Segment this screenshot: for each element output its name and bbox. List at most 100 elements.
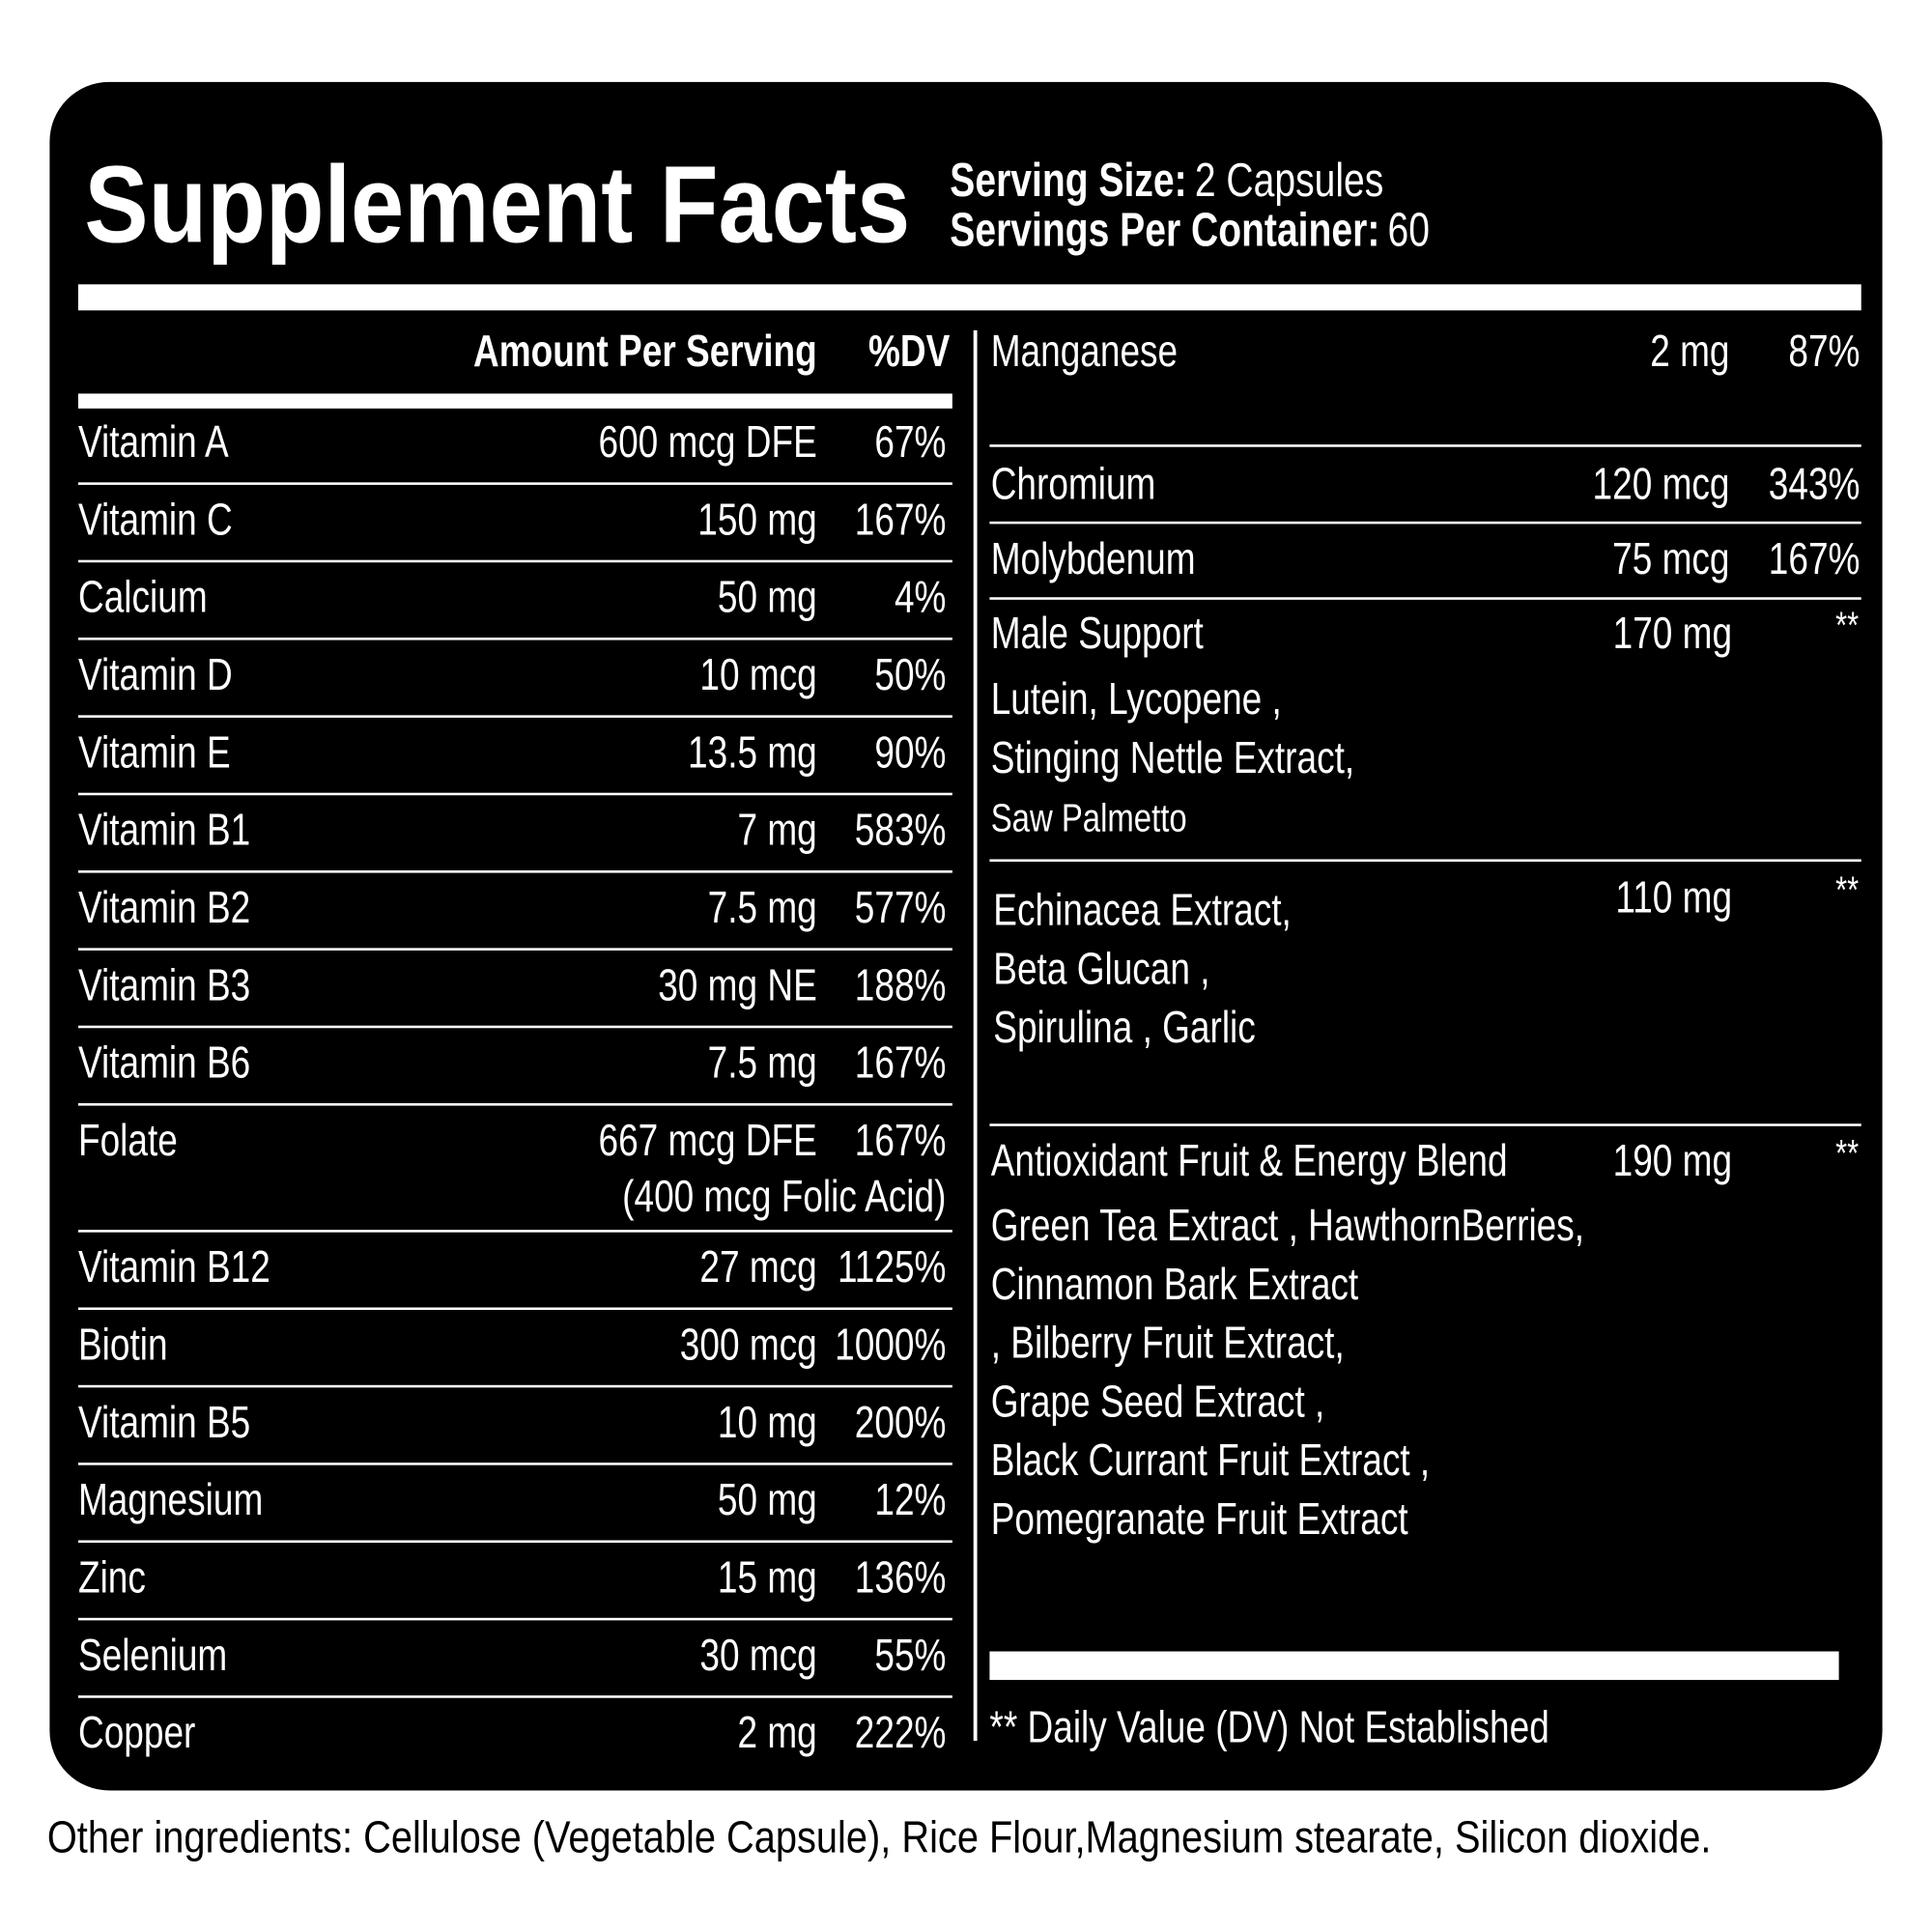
nutrient-name: Biotin [78,1319,168,1369]
footnote: ** Daily Value (DV) Not Established [989,1701,1548,1751]
nutrient-amount: 75 mcg [1612,533,1729,583]
nutrient-amount: 30 mg NE [658,959,817,1009]
column-header: Amount Per Serving [473,326,817,376]
nutrient-dv: 136% [855,1551,947,1602]
nutrient-amount: 10 mg [718,1397,817,1447]
servings-per-container: Servings Per Container: 60 [950,204,1430,256]
nutrient-name: Vitamin B2 [78,882,250,932]
nutrient-dv: 67% [874,416,946,467]
nutrient-amount: 27 mcg [699,1241,816,1292]
nutrient-dv: 4% [895,572,946,622]
blend-dv: ** [1835,869,1859,911]
nutrient-amount: 7.5 mg [708,882,817,932]
nutrient-amount: 667 mcg DFE [599,1115,817,1165]
blend-ingredient: Green Tea Extract , HawthornBerries, [991,1200,1584,1250]
nutrient-dv: 343% [1769,459,1861,509]
row-separator [77,1384,952,1388]
header-bar [77,284,1861,311]
footer-bar [989,1651,1839,1681]
blend-ingredient: Grape Seed Extract , [991,1376,1325,1426]
nutrient-name: Vitamin B1 [78,805,250,855]
nutrient-dv: 90% [874,726,946,777]
nutrient-amount: 600 mcg DFE [599,416,817,467]
nutrient-dv: 222% [855,1707,947,1757]
column-header-bar [77,393,952,409]
nutrient-name: Vitamin C [78,494,233,544]
nutrient-name: Folate [78,1115,178,1165]
nutrient-name: Vitamin A [78,416,229,467]
nutrient-amount: 150 mg [697,494,816,544]
row-separator [77,1103,952,1106]
nutrient-amount: 13.5 mg [688,726,817,777]
blend-ingredient: Black Currant Fruit Extract , [991,1435,1430,1485]
blend-ingredient: Saw Palmetto [991,795,1187,839]
row-separator [77,638,952,640]
row-separator [77,1695,952,1698]
row-separator [77,1025,952,1029]
nutrient-amount: 7 mg [737,805,816,855]
blend-ingredient: Echinacea Extract, [993,885,1292,935]
blend-name: Antioxidant Fruit & Energy Blend [991,1135,1508,1185]
row-separator [77,1307,952,1311]
nutrient-name: Calcium [78,572,208,622]
nutrient-amount: 300 mcg [680,1319,817,1369]
nutrient-amount: 2 mg [737,1707,816,1757]
nutrient-dv: 1000% [835,1319,946,1369]
nutrient-dv: 167% [855,1115,947,1165]
row-separator [77,1463,952,1465]
nutrient-name: Vitamin D [78,649,233,699]
row-separator [77,870,952,873]
column-divider [973,329,978,1742]
other-ingredients: Other ingredients: Cellulose (Vegetable … [47,1813,1712,1862]
row-separator [77,482,952,485]
nutrient-name: Molybdenum [991,533,1196,583]
row-separator [77,1230,952,1233]
nutrient-amount: 120 mcg [1593,459,1730,509]
blend-amount: 170 mg [1613,608,1732,658]
nutrient-dv: 167% [855,494,947,544]
row-separator [77,792,952,796]
nutrient-name: Vitamin B12 [78,1241,270,1292]
blend-dv: ** [1835,605,1859,646]
blend-name: Male Support [991,608,1204,658]
nutrient-dv: 12% [874,1474,946,1524]
nutrient-amount: 15 mg [718,1551,817,1602]
nutrient-dv: 55% [874,1630,946,1680]
nutrient-amount: 7.5 mg [708,1037,817,1088]
nutrient-dv: 87% [1788,326,1860,376]
nutrient-amount: 50 mg [718,572,817,622]
blend-amount: 110 mg [1615,872,1732,923]
nutrient-name: Vitamin B3 [78,959,250,1009]
nutrient-dv: 583% [855,805,947,855]
nutrient-name: Manganese [991,326,1178,376]
serving-size-value: 2 Capsules [1195,155,1383,207]
blend-ingredient: , Bilberry Fruit Extract, [991,1318,1345,1368]
blend-ingredient: Beta Glucan , [993,943,1209,993]
nutrient-name: Selenium [78,1630,227,1680]
row-separator [77,1540,952,1544]
blend-ingredient: Lutein, Lycopene , [991,673,1282,724]
nutrient-name: Vitamin B6 [78,1037,250,1088]
nutrient-dv: 188% [855,959,947,1009]
blend-ingredient: Pomegranate Fruit Extract [991,1493,1408,1544]
servings-label: Servings Per Container: [950,204,1379,256]
nutrient-name: Magnesium [78,1474,263,1524]
label-panel [49,81,1883,1791]
row-separator [989,521,1861,525]
row-separator [989,444,1861,447]
nutrient-name: Chromium [991,459,1156,509]
row-separator [989,859,1861,863]
nutrient-dv: 200% [855,1397,947,1447]
serving-size-label: Serving Size: [950,155,1186,207]
nutrient-name: Copper [78,1707,195,1757]
nutrient-name: Vitamin B5 [78,1397,250,1447]
servings-value: 60 [1388,204,1430,256]
column-header: %DV [868,326,950,376]
nutrient-amount: 10 mcg [699,649,816,699]
blend-dv: ** [1835,1133,1859,1175]
title: Supplement Facts [84,144,910,266]
nutrient-dv: 577% [855,882,947,932]
row-separator [77,715,952,718]
